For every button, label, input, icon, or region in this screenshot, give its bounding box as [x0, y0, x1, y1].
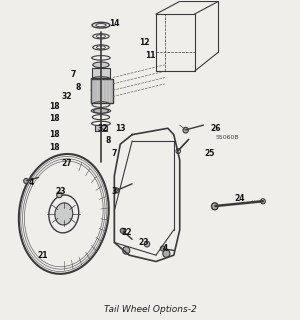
- Ellipse shape: [55, 203, 73, 225]
- Text: 23: 23: [139, 238, 149, 247]
- Text: 22: 22: [121, 228, 131, 237]
- Text: 24: 24: [234, 194, 244, 203]
- Text: 8: 8: [76, 83, 81, 92]
- Text: 32: 32: [61, 92, 72, 101]
- Ellipse shape: [144, 241, 150, 247]
- Ellipse shape: [183, 127, 188, 133]
- Ellipse shape: [114, 188, 119, 193]
- Text: 21: 21: [38, 251, 48, 260]
- Text: 27: 27: [61, 159, 72, 168]
- FancyBboxPatch shape: [95, 125, 107, 132]
- Ellipse shape: [57, 192, 62, 198]
- Text: 32: 32: [97, 124, 108, 133]
- Text: 55060B: 55060B: [215, 135, 239, 140]
- Text: 18: 18: [50, 130, 60, 139]
- Text: 7: 7: [70, 70, 75, 79]
- Text: 18: 18: [50, 101, 60, 111]
- Text: 7: 7: [112, 149, 117, 158]
- FancyBboxPatch shape: [92, 68, 110, 77]
- Ellipse shape: [261, 199, 265, 204]
- Circle shape: [163, 250, 170, 257]
- Text: 8: 8: [106, 136, 111, 146]
- Text: Tail Wheel Options-2: Tail Wheel Options-2: [103, 305, 196, 314]
- FancyBboxPatch shape: [91, 79, 113, 103]
- Text: 23: 23: [56, 187, 66, 196]
- Text: 18: 18: [50, 143, 60, 152]
- Ellipse shape: [93, 62, 109, 68]
- Ellipse shape: [160, 246, 165, 251]
- Ellipse shape: [24, 178, 28, 183]
- Text: 4: 4: [28, 178, 34, 187]
- Ellipse shape: [212, 203, 218, 210]
- Text: 25: 25: [204, 149, 214, 158]
- Circle shape: [123, 247, 130, 254]
- Ellipse shape: [120, 228, 125, 233]
- Text: 3: 3: [112, 187, 117, 196]
- Text: 11: 11: [145, 51, 155, 60]
- Ellipse shape: [94, 108, 108, 113]
- Text: 18: 18: [50, 114, 60, 123]
- Text: 4: 4: [162, 244, 167, 253]
- Text: 26: 26: [210, 124, 220, 133]
- Text: 14: 14: [109, 19, 120, 28]
- Text: 13: 13: [115, 124, 125, 133]
- Text: 12: 12: [139, 38, 149, 47]
